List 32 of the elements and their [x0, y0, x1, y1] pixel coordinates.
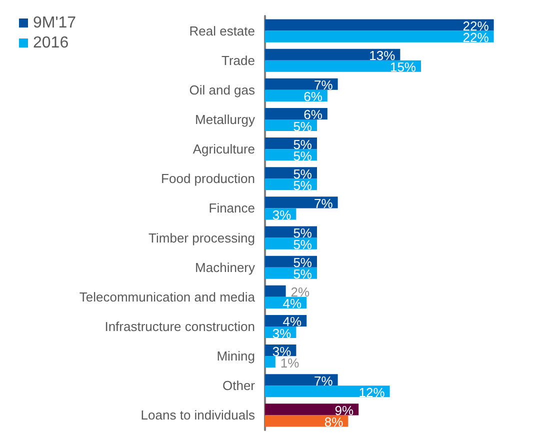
- legend-label: 9M'17: [33, 14, 76, 32]
- data-label: 3%: [272, 207, 292, 222]
- y-tick-label: Machinery: [195, 260, 256, 275]
- y-tick-label: Timber processing: [148, 230, 255, 246]
- bar: [265, 285, 286, 297]
- legend-label: 2016: [33, 34, 69, 52]
- y-tick-label: Trade: [222, 52, 255, 68]
- y-tick-label: Oil and gas: [189, 82, 256, 98]
- bar: [265, 356, 276, 368]
- y-tick-label: Telecommunication and media: [79, 289, 256, 304]
- data-label: 7%: [314, 196, 334, 211]
- y-tick-label: Other: [222, 378, 256, 394]
- bar: [265, 415, 348, 427]
- data-label: 7%: [314, 373, 334, 388]
- y-tick-label: Infrastructure construction: [104, 319, 255, 334]
- y-tick-label: Real estate: [189, 23, 255, 38]
- y-tick-label: Loans to individuals: [140, 408, 256, 423]
- y-tick-label: Agriculture: [192, 142, 255, 157]
- bar: [265, 196, 338, 208]
- bar: [265, 374, 338, 386]
- bar: [265, 386, 390, 398]
- bar: [265, 78, 338, 90]
- bar: [265, 48, 400, 60]
- y-tick-label: Metallurgy: [195, 112, 256, 127]
- y-tick-label: Finance: [208, 200, 255, 216]
- y-tick-label: Food production: [161, 171, 255, 186]
- data-label: 12%: [358, 384, 386, 400]
- y-tick-label: Mining: [216, 348, 255, 364]
- bar: [265, 30, 494, 42]
- bar: [265, 60, 421, 72]
- bar: [265, 404, 359, 416]
- bar: [265, 19, 494, 31]
